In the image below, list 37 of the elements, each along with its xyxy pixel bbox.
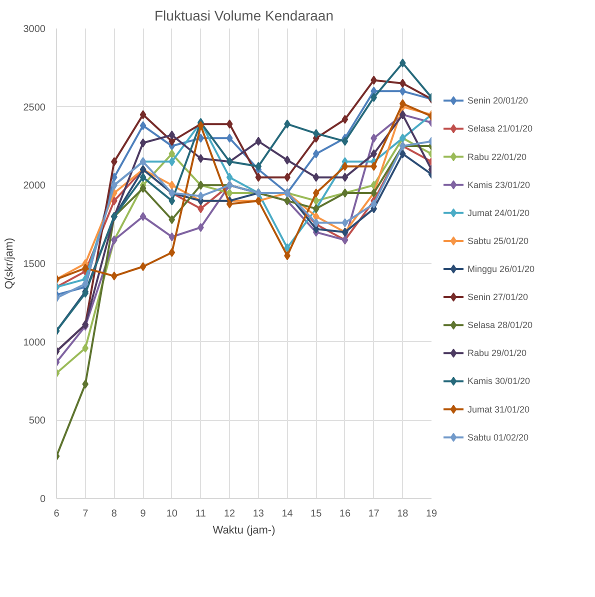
y-tick-label: 0 <box>40 494 46 505</box>
x-tick-label: 8 <box>111 508 118 520</box>
legend-label: Senin 27/01/20 <box>468 292 528 302</box>
x-tick-label: 6 <box>54 508 60 520</box>
x-tick-label: 15 <box>310 508 322 520</box>
chart-title: Fluktuasi Volume Kendaraan <box>154 8 334 24</box>
x-tick-label: 16 <box>339 508 351 520</box>
legend-label: Jumat 24/01/20 <box>468 208 530 218</box>
y-tick-label: 1500 <box>23 259 46 270</box>
x-tick-label: 18 <box>397 508 409 520</box>
x-tick-label: 19 <box>426 508 438 520</box>
legend-label: Rabu 29/01/20 <box>468 348 527 358</box>
y-tick-label: 1000 <box>23 337 46 348</box>
x-tick-label: 14 <box>282 508 294 520</box>
legend-label: Sabtu 25/01/20 <box>468 236 529 246</box>
legend-label: Kamis 30/01/20 <box>468 376 530 386</box>
y-tick-label: 500 <box>28 416 46 427</box>
y-axis-title: Q(skr/jam) <box>3 238 16 290</box>
legend-label: Senin 20/01/20 <box>468 96 528 106</box>
x-tick-label: 17 <box>368 508 380 520</box>
y-tick-label: 3000 <box>23 24 46 35</box>
x-tick-label: 9 <box>140 508 146 520</box>
legend-label: Kamis 23/01/20 <box>468 180 530 190</box>
legend-label: Rabu 22/01/20 <box>468 152 527 162</box>
legend-label: Sabtu 01/02/20 <box>468 432 529 442</box>
y-tick-label: 2500 <box>23 102 46 114</box>
x-tick-label: 12 <box>224 508 236 520</box>
x-tick-label: 10 <box>166 508 178 520</box>
legend-label: Jumat 31/01/20 <box>468 404 530 414</box>
legend-label: Selasa 21/01/20 <box>468 124 533 134</box>
x-tick-label: 7 <box>82 508 89 520</box>
legend-label: Minggu 26/01/20 <box>468 264 535 274</box>
x-tick-label: 13 <box>252 508 264 520</box>
x-axis-title: Waktu (jam-) <box>212 524 276 536</box>
legend-label: Selasa 28/01/20 <box>468 320 533 330</box>
x-tick-label: 11 <box>196 508 206 520</box>
y-tick-label: 2000 <box>23 180 46 192</box>
